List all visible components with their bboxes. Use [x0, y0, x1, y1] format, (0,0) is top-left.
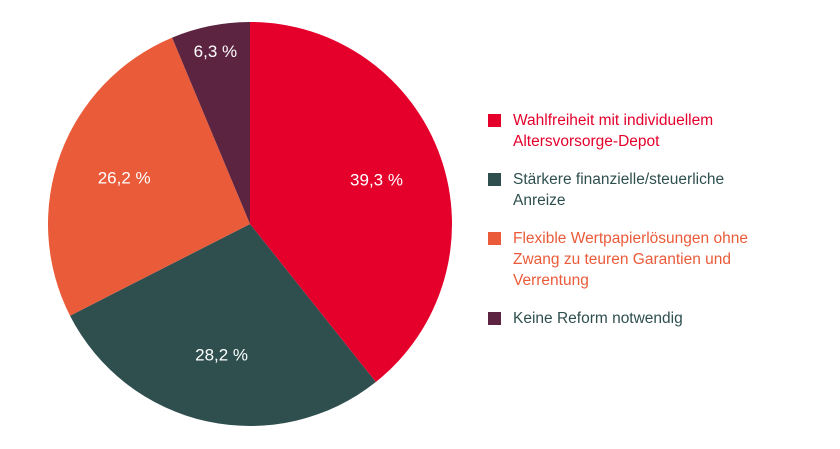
legend-label-2: Stärkere finanzielle/steuerliche Anreize [513, 171, 725, 209]
pie-slice-1 [250, 22, 452, 383]
legend-label-3: Flexible Wertpapierlösungen ohne Zwang z… [513, 230, 748, 289]
pie-slice-3 [48, 37, 250, 316]
pie-slice-2 [70, 224, 376, 426]
legend-label-1: Wahlfreiheit mit individuellem Altersvor… [513, 112, 714, 150]
legend-item-1: Wahlfreiheit mit individuellem Altersvor… [488, 110, 828, 152]
slice-label-2: 28,2 % [195, 346, 248, 365]
slice-label-3: 26,2 % [98, 168, 151, 187]
legend-item-3: Flexible Wertpapierlösungen ohne Zwang z… [488, 228, 828, 291]
legend-swatch-1 [488, 114, 501, 127]
slice-label-1: 39,3 % [350, 170, 403, 189]
legend-swatch-4 [488, 312, 501, 325]
legend-swatch-3 [488, 232, 501, 245]
slice-label-4: 6,3 % [194, 42, 237, 61]
legend-swatch-2 [488, 173, 501, 186]
legend-item-4: Keine Reform notwendig [488, 308, 828, 329]
legend: Wahlfreiheit mit individuellem Altersvor… [488, 110, 828, 346]
legend-item-2: Stärkere finanzielle/steuerliche Anreize [488, 169, 828, 211]
legend-label-4: Keine Reform notwendig [513, 310, 683, 327]
pie-slice-4 [172, 22, 250, 224]
